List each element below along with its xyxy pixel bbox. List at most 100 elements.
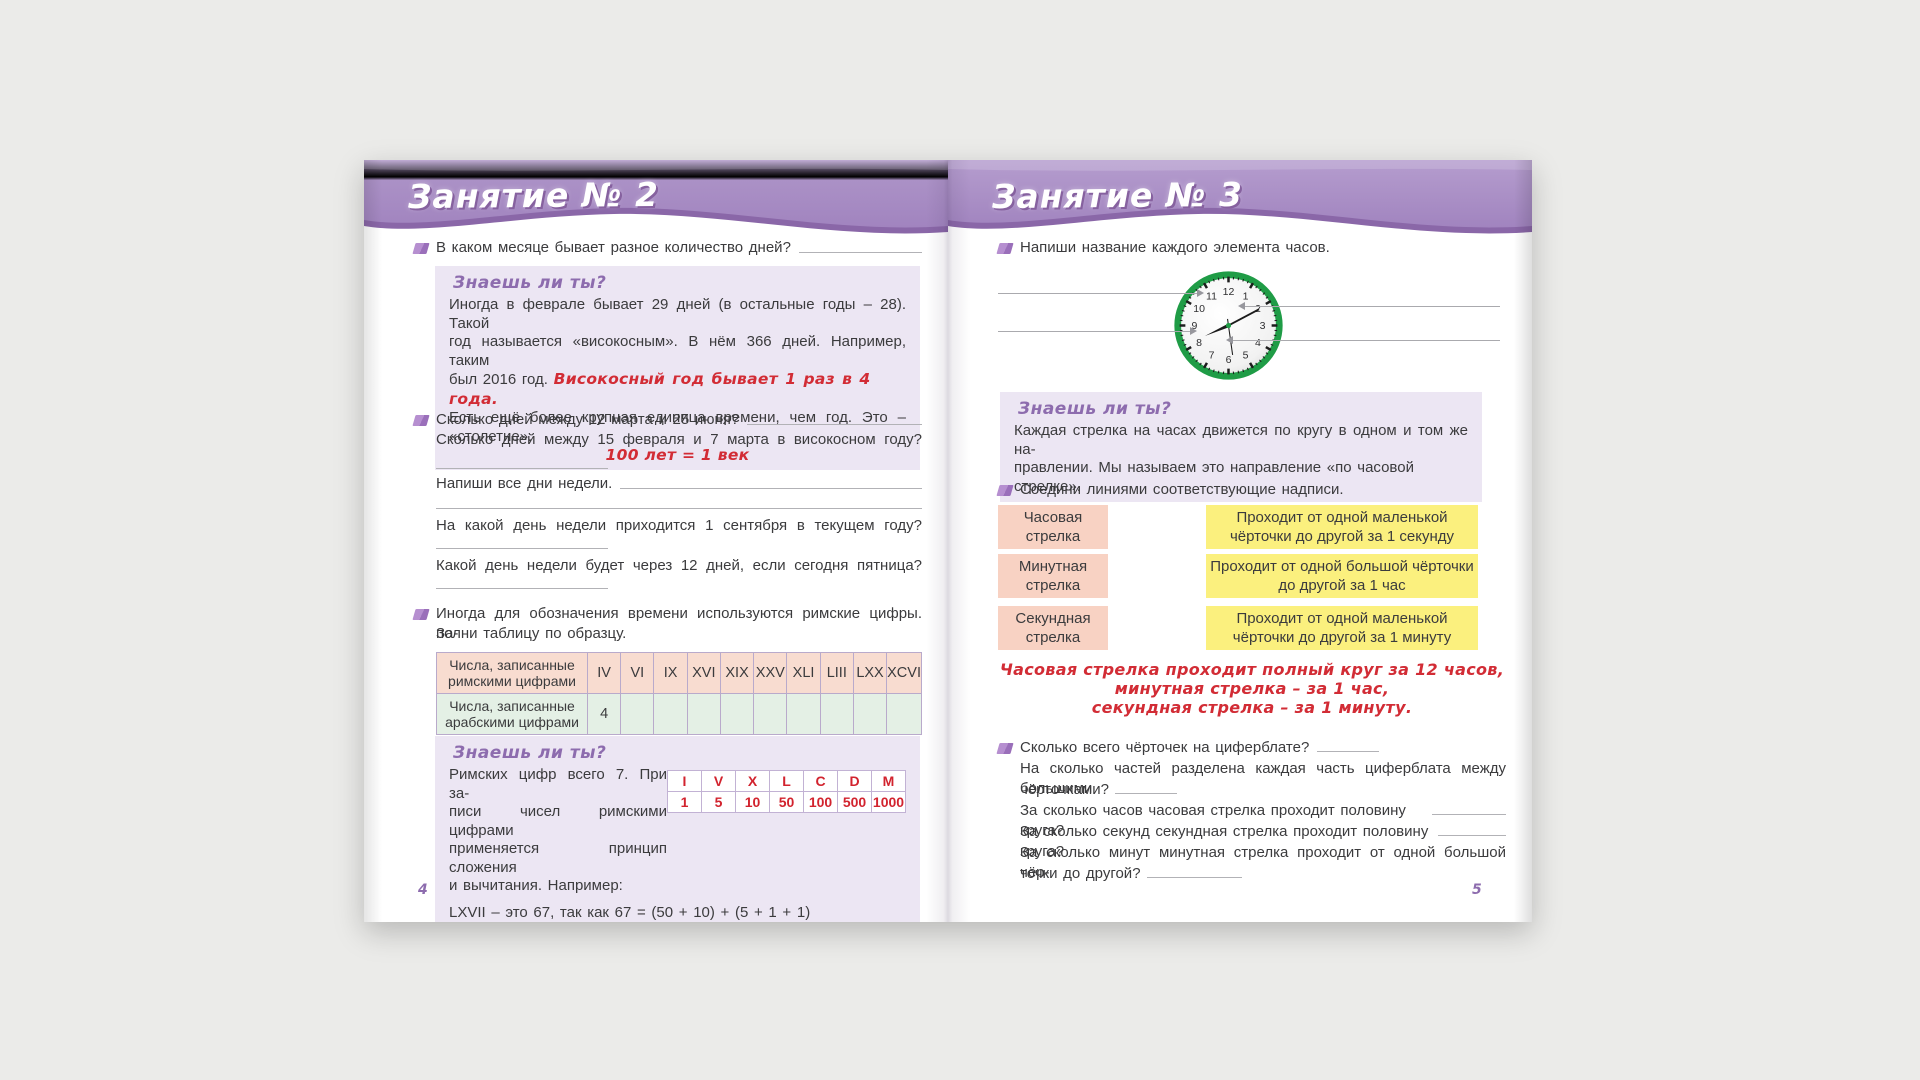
task-bullet-icon	[412, 609, 430, 620]
know-box-title: Знаешь ли ты?	[453, 743, 607, 763]
match-box-right[interactable]: Проходит от одной маленькой чёрточки до …	[1206, 505, 1478, 549]
task-bullet-icon	[412, 243, 430, 254]
task-bullet-icon	[996, 243, 1014, 254]
banner-wave-shape	[364, 160, 948, 234]
roman-digits-table: I V X L C D M 1 5 10 50 100 500 1000	[667, 770, 906, 896]
table-cell: IX	[654, 653, 687, 693]
table-cell: XVI	[687, 653, 720, 693]
task-q2-block: Сколько дней между 12 марта и 25 июня? С…	[412, 410, 922, 590]
svg-text:5: 5	[1243, 350, 1249, 362]
answer-line[interactable]	[1146, 864, 1242, 878]
lesson-banner: Занятие № 2	[364, 160, 948, 240]
answer-line[interactable]	[436, 548, 608, 549]
task-text: Напиши все дни недели.	[436, 475, 613, 492]
task-q3-sub: За сколько часов часовая стрелка проходи…	[1020, 801, 1506, 841]
task-text: На какой день недели приходится 1 сентяб…	[436, 517, 922, 534]
table-cell: D	[838, 771, 871, 791]
table-cell-empty[interactable]	[820, 694, 853, 734]
match-box-left[interactable]: Часовая стрелка	[998, 505, 1108, 549]
table-cell: XIX	[720, 653, 754, 693]
hour-hand	[1204, 323, 1230, 337]
table-cell-empty[interactable]	[654, 694, 687, 734]
svg-text:8: 8	[1196, 337, 1202, 349]
task-text: За сколько часов часовая стрелка проходи…	[1020, 802, 1406, 839]
table-cell-empty[interactable]	[687, 694, 720, 734]
answer-line[interactable]	[747, 410, 922, 425]
clock-illustration: 12 1 2 3 4 5 6 7 8 9 10 11	[1174, 271, 1283, 380]
task-bullet-icon	[996, 485, 1014, 496]
task-text: Соедини линиями соответствующие надписи.	[1020, 481, 1344, 498]
task-text: На сколько частей разделена каждая часть…	[1020, 760, 1506, 797]
know-box: Знаешь ли ты? Иногда в феврале бывает 29…	[435, 266, 920, 470]
table-cell: XCVI	[887, 653, 921, 693]
know-box-text: был 2016 год. Високосный год бывает 1 ра…	[449, 370, 871, 408]
answer-line[interactable]	[436, 468, 608, 469]
handwritten-note: 100 лет = 1 век	[605, 446, 750, 464]
answer-line[interactable]	[1317, 738, 1380, 752]
task-text: Сколько дней между 15 февраля и 7 марта …	[436, 431, 922, 448]
page-right: Занятие № 3 Напиши название каждого элем…	[948, 160, 1532, 922]
task-q3-sub: точки до другой?	[1020, 864, 1506, 884]
task-bullet-icon	[996, 743, 1014, 754]
match-box-right[interactable]: Проходит от одной большой чёрточки до др…	[1206, 554, 1478, 598]
table-cell: I	[668, 771, 701, 791]
task-q3: Сколько всего чёрточек на циферблате?	[996, 738, 1506, 758]
table-cell-empty[interactable]	[754, 694, 787, 734]
task-q2-sub: Напиши все дни недели.	[436, 474, 922, 494]
task-q3-sub: чёрточками?	[1020, 780, 1506, 800]
svg-text:11: 11	[1206, 291, 1217, 303]
table-cell-empty[interactable]	[720, 694, 754, 734]
answer-line[interactable]	[998, 327, 1197, 335]
handwritten-note: Високосный год бывает 1 раз в 4 года.	[449, 370, 871, 408]
task-text: Какой день недели будет через 12 дней, е…	[436, 557, 922, 574]
know-box: Знаешь ли ты? Каждая стрелка на часах дв…	[1000, 392, 1482, 502]
task-text: Сколько всего чёрточек на циферблате?	[1020, 739, 1310, 756]
table-cell: 10	[736, 792, 769, 812]
answer-line[interactable]	[998, 289, 1204, 297]
match-box-left[interactable]: Секундная стрелка	[998, 606, 1108, 650]
know-box-text: правлении. Мы называем это направление «…	[1014, 459, 1414, 495]
svg-text:9: 9	[1192, 320, 1198, 332]
know-box-text: год называется «високосным». В нём 366 д…	[449, 333, 906, 369]
lesson-title: Занятие № 3	[991, 174, 1244, 217]
answer-line[interactable]	[436, 588, 608, 589]
answer-line[interactable]	[1238, 302, 1500, 310]
answer-line[interactable]	[798, 238, 922, 253]
pointer-arrow-icon	[1226, 336, 1233, 344]
table-cell: C	[804, 771, 837, 791]
answer-line[interactable]	[1431, 801, 1506, 815]
match-box-left[interactable]: Минутная стрелка	[998, 554, 1108, 598]
answer-line[interactable]	[1226, 336, 1500, 344]
task-text: полни таблицу по образцу.	[436, 625, 627, 642]
svg-text:3: 3	[1260, 320, 1266, 332]
task-text: чёрточками?	[1020, 781, 1109, 798]
task-q3-block: Сколько всего чёрточек на циферблате? На…	[996, 738, 1506, 888]
clock-center-dot	[1225, 322, 1232, 329]
lesson-banner: Занятие № 3	[948, 160, 1532, 240]
know-box-title: Знаешь ли ты?	[1018, 399, 1172, 419]
task-text: За сколько секунд секундная стрелка прох…	[1020, 823, 1429, 860]
answer-line[interactable]	[436, 508, 922, 509]
table-cell-empty[interactable]	[853, 694, 887, 734]
answer-line[interactable]	[1437, 822, 1506, 836]
pointer-arrow-icon	[1238, 302, 1245, 310]
task-q3-sub: За сколько секунд секундная стрелка прох…	[1020, 822, 1506, 862]
task-text: Сколько дней между 12 марта и 25 июня?	[436, 411, 740, 428]
page-number: 4	[418, 882, 428, 898]
table-cell-empty[interactable]	[621, 694, 654, 734]
table-cell-empty[interactable]	[787, 694, 820, 734]
table-cell: V	[702, 771, 735, 791]
table-cell: LIII	[820, 653, 853, 693]
answer-line[interactable]	[1114, 780, 1177, 794]
match-box-right[interactable]: Проходит от одной маленькой чёрточки до …	[1206, 606, 1478, 650]
clock-exercise-area: 12 1 2 3 4 5 6 7 8 9 10 11	[948, 260, 1532, 400]
clock-tick-marks	[1179, 276, 1278, 375]
table-cell-empty[interactable]	[887, 694, 921, 734]
table-cell-example: 4	[588, 694, 621, 734]
svg-text:10: 10	[1193, 303, 1205, 315]
page-number: 5	[1472, 882, 1482, 898]
table-cell: M	[872, 771, 905, 791]
answer-line[interactable]	[620, 474, 922, 489]
know-box-text: Есть ещё более крупная единица времени, …	[449, 409, 906, 445]
know-box-text: Римских цифр всего 7. При за- писи чисел…	[449, 766, 667, 894]
